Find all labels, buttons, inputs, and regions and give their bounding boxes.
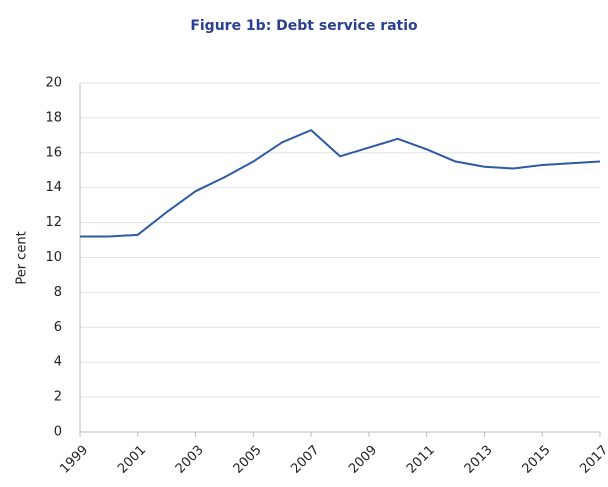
y-tick-label: 20 <box>45 76 62 91</box>
y-tick-label: 4 <box>54 355 62 370</box>
y-tick-label: 10 <box>45 250 62 265</box>
y-tick-label: 8 <box>54 285 62 300</box>
y-tick-label: 14 <box>45 180 62 195</box>
x-tick-label: 2001 <box>115 443 149 477</box>
x-tick-label: 2009 <box>346 443 380 477</box>
x-tick-label: 2007 <box>288 443 322 477</box>
x-tick-label: 1999 <box>57 443 91 477</box>
y-tick-label: 6 <box>54 320 62 335</box>
chart-title: Figure 1b: Debt service ratio <box>190 18 418 34</box>
y-axis-label: Per cent <box>15 231 30 284</box>
x-tick-label: 2015 <box>520 443 554 477</box>
line-series <box>80 129 601 238</box>
x-tick-label: 2005 <box>231 443 265 477</box>
x-tick-label: 2011 <box>404 443 438 477</box>
y-tick-label: 12 <box>45 215 62 230</box>
x-tick-label: 2017 <box>577 443 608 477</box>
y-tick-label: 0 <box>54 425 62 440</box>
y-tick-label: 18 <box>45 110 62 125</box>
x-tick-label: 2013 <box>462 443 496 477</box>
x-tick-label: 2003 <box>173 443 207 477</box>
y-tick-label: 16 <box>45 145 62 160</box>
y-tick-label: 2 <box>54 390 62 405</box>
